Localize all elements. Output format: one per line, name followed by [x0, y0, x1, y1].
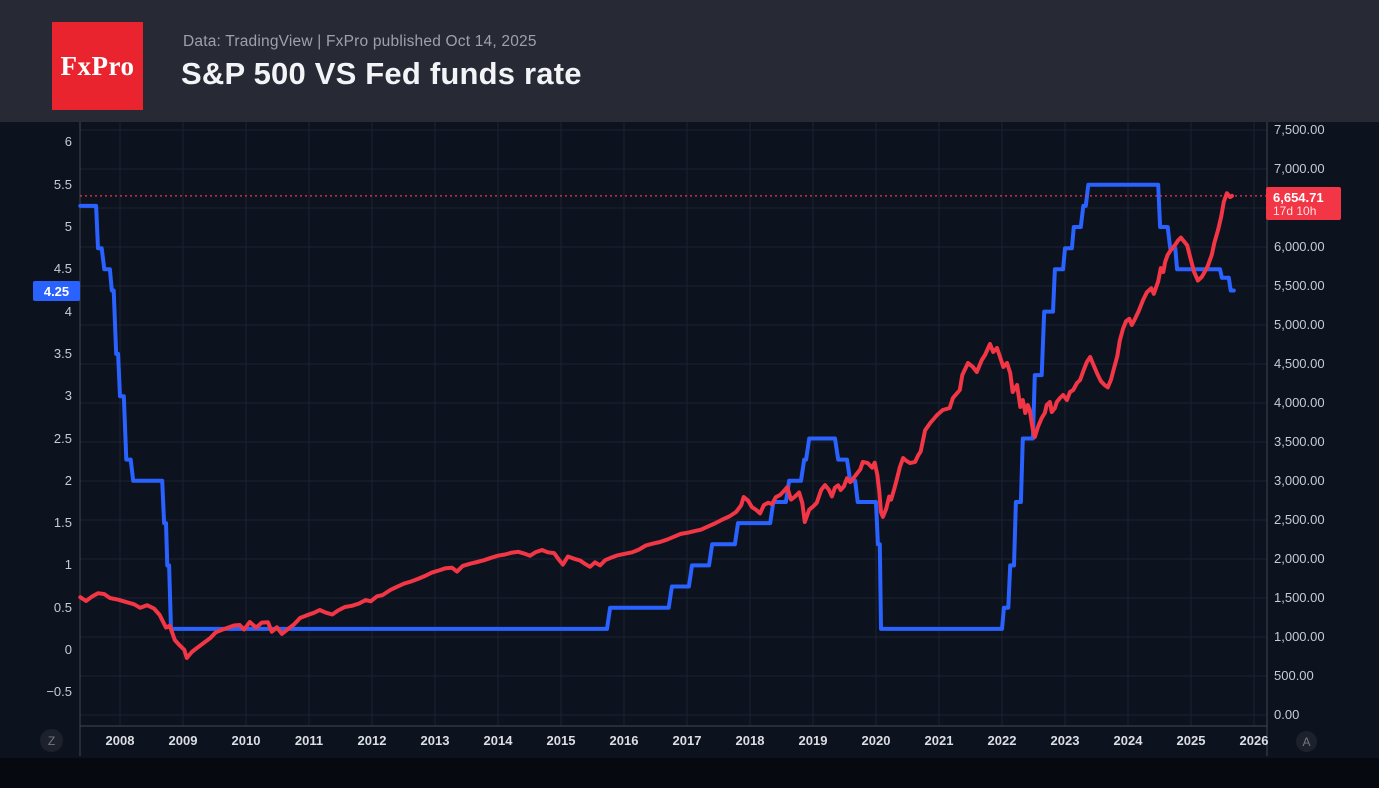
year-tick: 2024 — [1113, 733, 1143, 748]
year-tick: 2013 — [420, 733, 450, 748]
right-axis-tick: 7,500.00 — [1274, 122, 1325, 137]
year-tick: 2010 — [231, 733, 261, 748]
z-corner-button[interactable]: Z — [40, 729, 63, 752]
right-axis-tick: 5,500.00 — [1274, 278, 1325, 293]
right-axis-tick: 2,500.00 — [1274, 512, 1325, 527]
left-axis-tick: 6 — [64, 134, 72, 150]
year-tick: 2016 — [609, 733, 639, 748]
year-tick: 2012 — [357, 733, 387, 748]
year-tick: 2011 — [294, 733, 324, 748]
year-tick: 2008 — [105, 733, 135, 748]
current-rate-badge: 4.25 — [33, 281, 80, 301]
fxpro-logo-text: FxPro — [60, 50, 135, 81]
left-axis-tick: 3 — [64, 388, 72, 404]
right-axis-tick: 4,000.00 — [1274, 395, 1325, 410]
right-axis-tick: 6,000.00 — [1274, 239, 1325, 254]
year-tick: 2015 — [546, 733, 576, 748]
current-price-badge: 6,654.71 17d 10h — [1266, 187, 1341, 220]
left-axis-tick: 3.5 — [53, 345, 72, 361]
left-axis-tick: 0 — [64, 642, 72, 657]
year-tick: 2023 — [1050, 733, 1080, 748]
left-axis-tick: 4.5 — [53, 261, 72, 277]
chart-source-caption: Data: TradingView | FxPro published Oct … — [183, 33, 537, 50]
bottom-bar — [0, 758, 1379, 788]
header: FxPro Data: TradingView | FxPro publishe… — [0, 0, 1379, 122]
right-axis-tick: 1,500.00 — [1274, 590, 1325, 605]
fxpro-logo: FxPro — [52, 22, 143, 110]
right-axis-tick: 1,000.00 — [1274, 629, 1325, 644]
countdown-timer: 17d 10h — [1273, 203, 1317, 218]
right-axis-tick: 2,000.00 — [1274, 551, 1325, 566]
left-axis-tick: −0.5 — [46, 684, 72, 700]
left-axis-tick: 1 — [64, 557, 72, 573]
right-axis-tick: 7,000.00 — [1274, 161, 1325, 176]
left-axis-tick: 4 — [64, 303, 72, 319]
year-tick: 2025 — [1176, 733, 1206, 748]
a-corner-button[interactable]: A — [1296, 731, 1317, 752]
year-tick: 2022 — [987, 733, 1017, 748]
right-axis-tick: 4,500.00 — [1274, 356, 1325, 371]
year-tick: 2020 — [861, 733, 891, 748]
year-tick: 2018 — [735, 733, 765, 748]
sp500-line — [78, 191, 1234, 660]
left-axis-tick: 2 — [64, 472, 72, 488]
year-tick: 2019 — [798, 733, 828, 748]
left-axis-tick: 0.5 — [53, 599, 72, 615]
year-tick: 2026 — [1239, 733, 1269, 748]
right-axis-tick: 3,500.00 — [1274, 434, 1325, 449]
year-tick: 2014 — [483, 733, 513, 748]
current-price-value: 6,654.71 — [1273, 189, 1324, 205]
right-axis-tick: 0.00 — [1274, 707, 1300, 722]
year-tick: 2009 — [168, 733, 198, 748]
right-axis-tick: 500.00 — [1274, 668, 1314, 683]
fed-funds-rate-line — [78, 182, 1236, 631]
right-axis-tick: 5,000.00 — [1274, 317, 1325, 332]
year-tick: 2021 — [924, 733, 954, 748]
right-axis-tick: 3,000.00 — [1274, 473, 1325, 488]
left-axis-tick: 5 — [64, 219, 72, 234]
left-axis-tick: 5.5 — [53, 176, 72, 192]
year-tick: 2017 — [672, 733, 702, 748]
page-title: S&P 500 VS Fed funds rate — [181, 56, 582, 91]
left-axis-tick: 2.5 — [53, 430, 72, 446]
left-axis-tick: 1.5 — [53, 515, 72, 531]
